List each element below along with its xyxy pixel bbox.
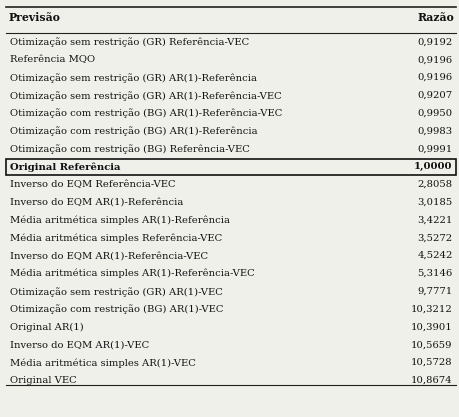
Text: 5,3146: 5,3146 bbox=[416, 269, 452, 278]
Text: 9,7771: 9,7771 bbox=[416, 287, 452, 296]
Text: Original AR(1): Original AR(1) bbox=[10, 322, 83, 332]
Text: 10,8674: 10,8674 bbox=[410, 376, 452, 385]
Text: 10,3212: 10,3212 bbox=[410, 304, 452, 314]
Text: 0,9983: 0,9983 bbox=[417, 126, 452, 136]
Text: Média aritmética simples AR(1)-VEC: Média aritmética simples AR(1)-VEC bbox=[10, 358, 195, 367]
Text: 0,9950: 0,9950 bbox=[417, 109, 452, 118]
Text: 10,3901: 10,3901 bbox=[410, 322, 452, 332]
Text: Inverso do EQM Referência-VEC: Inverso do EQM Referência-VEC bbox=[10, 180, 175, 189]
Text: Média aritmética simples AR(1)-Referência-VEC: Média aritmética simples AR(1)-Referênci… bbox=[10, 269, 254, 279]
Text: Otimização com restrição (BG) AR(1)-Referência: Otimização com restrição (BG) AR(1)-Refe… bbox=[10, 126, 257, 136]
Text: 3,4221: 3,4221 bbox=[416, 216, 452, 224]
Text: 2,8058: 2,8058 bbox=[417, 180, 452, 189]
Text: Otimização sem restrição (GR) AR(1)-Referência: Otimização sem restrição (GR) AR(1)-Refe… bbox=[10, 73, 256, 83]
Text: Otimização sem restrição (GR) AR(1)-Referência-VEC: Otimização sem restrição (GR) AR(1)-Refe… bbox=[10, 91, 281, 100]
Text: Otimização sem restrição (GR) AR(1)-VEC: Otimização sem restrição (GR) AR(1)-VEC bbox=[10, 287, 222, 296]
Text: Referência MQO: Referência MQO bbox=[10, 55, 95, 64]
Text: Média aritmética simples Referência-VEC: Média aritmética simples Referência-VEC bbox=[10, 234, 221, 243]
Text: 1,0000: 1,0000 bbox=[413, 162, 452, 171]
Text: Otimização com restrição (BG) AR(1)-VEC: Otimização com restrição (BG) AR(1)-VEC bbox=[10, 304, 223, 314]
Text: Média aritmética simples AR(1)-Referência: Média aritmética simples AR(1)-Referênci… bbox=[10, 216, 229, 225]
Text: 3,5272: 3,5272 bbox=[417, 234, 452, 242]
Text: 4,5242: 4,5242 bbox=[416, 251, 452, 260]
Text: 3,0185: 3,0185 bbox=[416, 198, 452, 207]
Text: Inverso do EQM AR(1)-VEC: Inverso do EQM AR(1)-VEC bbox=[10, 340, 149, 349]
Text: 0,9192: 0,9192 bbox=[416, 38, 452, 46]
Text: Razão: Razão bbox=[416, 12, 453, 23]
Text: Previsão: Previsão bbox=[8, 12, 60, 23]
Text: Otimização com restrição (BG) AR(1)-Referência-VEC: Otimização com restrição (BG) AR(1)-Refe… bbox=[10, 109, 281, 118]
Text: 10,5659: 10,5659 bbox=[410, 340, 452, 349]
Text: Original VEC: Original VEC bbox=[10, 376, 76, 385]
Text: Inverso do EQM AR(1)-Referência: Inverso do EQM AR(1)-Referência bbox=[10, 198, 183, 207]
Text: Otimização sem restrição (GR) Referência-VEC: Otimização sem restrição (GR) Referência… bbox=[10, 38, 248, 47]
Text: 0,9991: 0,9991 bbox=[416, 144, 452, 153]
Bar bbox=[6, 159, 455, 175]
Text: Otimização com restrição (BG) Referência-VEC: Otimização com restrição (BG) Referência… bbox=[10, 144, 249, 154]
Text: 0,9207: 0,9207 bbox=[417, 91, 452, 100]
Text: 0,9196: 0,9196 bbox=[417, 73, 452, 82]
Text: Original Referência: Original Referência bbox=[10, 162, 120, 172]
Text: 10,5728: 10,5728 bbox=[410, 358, 452, 367]
Text: Inverso do EQM AR(1)-Referência-VEC: Inverso do EQM AR(1)-Referência-VEC bbox=[10, 251, 207, 260]
Text: 0,9196: 0,9196 bbox=[417, 55, 452, 64]
